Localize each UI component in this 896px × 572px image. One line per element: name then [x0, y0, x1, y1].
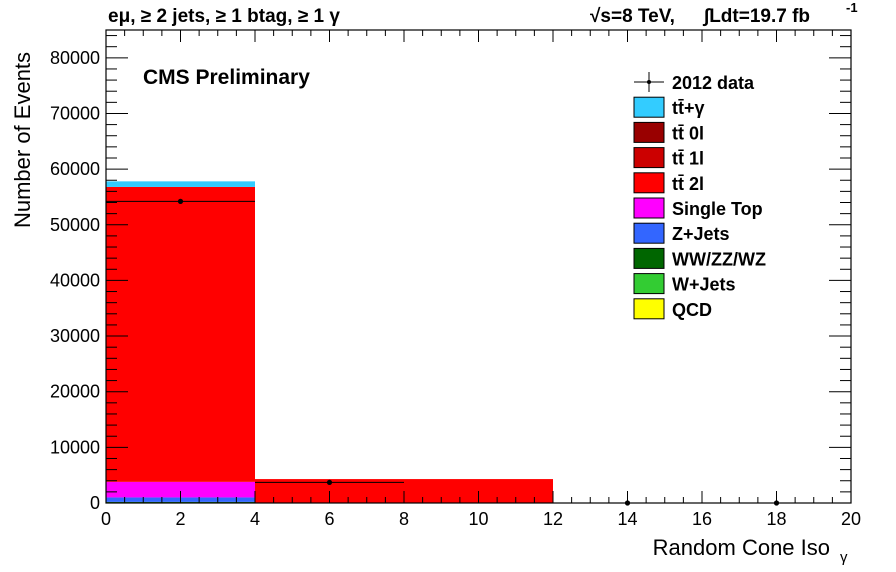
- legend-label: Single Top: [672, 199, 763, 219]
- y-tick-label: 80000: [50, 48, 100, 68]
- x-tick-label: 18: [766, 509, 786, 529]
- header-lumi: ∫Ldt=19.7 fb: [702, 6, 810, 27]
- x-tick-label: 12: [543, 509, 563, 529]
- x-tick-label: 14: [617, 509, 637, 529]
- legend-swatch: [633, 247, 665, 269]
- y-tick-label: 60000: [50, 159, 100, 179]
- y-tick-label: 50000: [50, 215, 100, 235]
- y-tick-label: 10000: [50, 437, 100, 457]
- bar-segment: [106, 181, 255, 187]
- legend: 2012 data tt̄+γ tt̄ 0l tt̄ 1l tt̄ 2l Single T…: [624, 66, 806, 322]
- y-tick-label: 0: [90, 493, 100, 513]
- y-tick-label: 40000: [50, 270, 100, 290]
- x-tick-label: 8: [399, 509, 409, 529]
- bar-segment: [106, 186, 255, 482]
- legend-label: W+Jets: [672, 275, 736, 295]
- data-point: [177, 198, 184, 204]
- x-tick-label: 4: [250, 509, 260, 529]
- legend-data-marker-dot: [647, 80, 651, 84]
- legend-label: WW/ZZ/WZ: [672, 249, 766, 269]
- x-tick-label: 0: [101, 509, 111, 529]
- bar-segment: [106, 481, 255, 498]
- legend-label: 2012 data: [672, 73, 755, 93]
- x-tick-label: 6: [324, 509, 334, 529]
- legend-label: tt̄+γ: [672, 98, 705, 118]
- legend-swatch: [633, 222, 665, 244]
- cms-preliminary-label: CMS Preliminary: [143, 66, 310, 89]
- x-tick-label: 20: [841, 509, 861, 529]
- header-lumi-exponent: -1: [846, 0, 858, 15]
- x-tick-label: 16: [692, 509, 712, 529]
- legend-label: tt̄ 1l: [672, 149, 704, 169]
- x-axis-label-subscript: γ: [840, 549, 848, 566]
- y-tick-label: 20000: [50, 382, 100, 402]
- legend-label: QCD: [672, 300, 712, 320]
- x-axis: 0 2 4 6 8 10 12 14 16 18 20: [101, 30, 861, 529]
- legend-swatch: [633, 273, 665, 295]
- y-axis: 0 10000 20000 30000 40000 50000 60000 70000 8000…: [50, 35, 851, 513]
- data-point: [326, 479, 333, 486]
- legend-label: tt̄ 0l: [672, 123, 704, 143]
- legend-label: tt̄ 2l: [672, 174, 704, 194]
- legend-swatch: [633, 172, 665, 194]
- header-left-title: eμ, ≥ 2 jets, ≥ 1 btag, ≥ 1 γ: [108, 6, 340, 27]
- legend-swatch: [633, 197, 665, 219]
- legend-label: Z+Jets: [672, 224, 730, 244]
- legend-swatch: [633, 121, 665, 143]
- x-tick-label: 2: [175, 509, 185, 529]
- x-axis-label-text: Random Cone Iso: [653, 535, 830, 560]
- y-tick-label: 30000: [50, 326, 100, 346]
- legend-swatch: [633, 298, 665, 320]
- data-points: [106, 198, 780, 506]
- x-tick-label: 10: [468, 509, 488, 529]
- y-tick-label: 70000: [50, 103, 100, 123]
- x-axis-label: Random Cone Iso: [653, 535, 830, 560]
- header-energy: √s=8 TeV,: [590, 6, 675, 27]
- y-axis-label: Number of Events: [10, 52, 35, 228]
- stacked-bars: [106, 181, 553, 503]
- legend-swatch: [633, 147, 665, 169]
- legend-swatch: [633, 96, 665, 118]
